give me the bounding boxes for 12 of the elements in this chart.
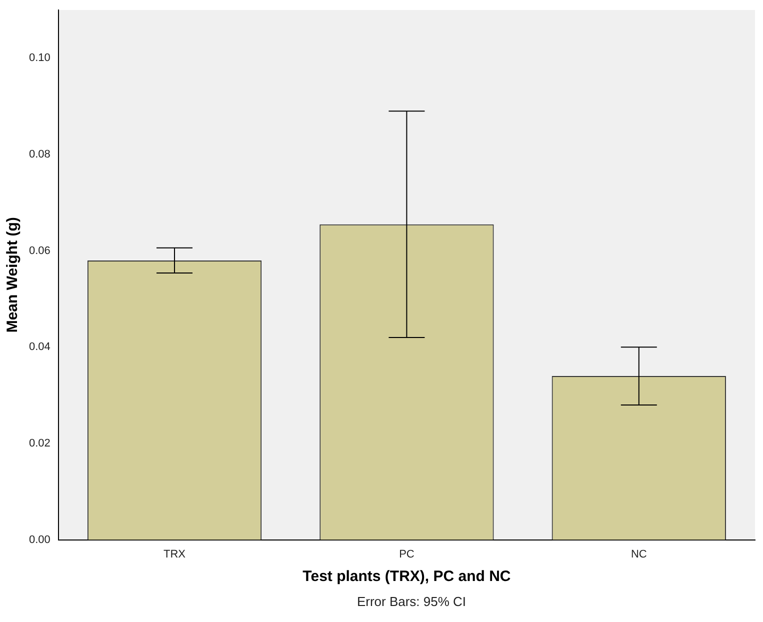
y-tick-label: 0.06 [28,244,50,257]
x-tick-label: NC [630,548,647,560]
text: Error Bars: 95% CI [356,594,468,609]
y-tick-label: 0.08 [28,148,50,161]
x-axis-title: Test plants (TRX), PC and NC [302,568,511,586]
y-tick-label: 0.00 [28,534,50,546]
y-axis-title: Mean Weight (g) [4,217,22,333]
y-tick-label: 0.10 [28,52,50,64]
y-tick-label: 0.04 [28,341,50,354]
x-tick-label: TRX [164,548,186,560]
y-tick-label: 0.02 [28,438,50,450]
x-tick-label: PC [399,548,414,560]
